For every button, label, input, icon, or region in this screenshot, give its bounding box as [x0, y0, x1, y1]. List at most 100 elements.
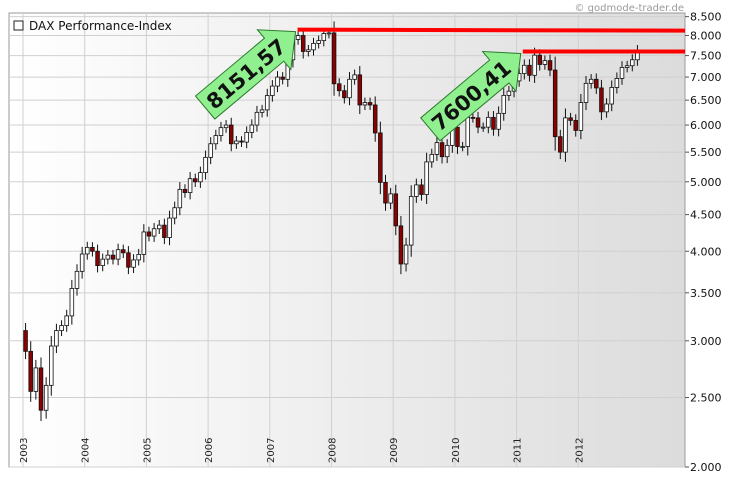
x-tick-label: 2010 [451, 438, 462, 463]
candle-up [136, 253, 141, 261]
candle-up [218, 127, 224, 137]
candle-up [306, 49, 311, 52]
candle-up [403, 244, 409, 265]
candle-down [573, 120, 578, 131]
candle-down [419, 184, 424, 195]
candlestick-series [23, 21, 640, 422]
candle-up [100, 258, 105, 266]
x-tick-label: 2009 [389, 438, 400, 463]
candle-down [146, 231, 152, 237]
candle-down [455, 126, 460, 147]
y-tick-label: 3.500 [690, 287, 722, 300]
candle-up [563, 117, 568, 153]
candle-up [311, 42, 316, 51]
candle-up [259, 109, 265, 113]
candle-up [115, 249, 121, 260]
candle-down [470, 116, 476, 119]
candle-down [594, 78, 599, 89]
candle-up [198, 172, 203, 183]
candle-down [28, 350, 33, 392]
candle-up [79, 253, 85, 272]
y-tick-label: 5.000 [690, 176, 722, 189]
candle-down [475, 117, 481, 128]
candle-up [604, 103, 609, 113]
candle-up [624, 65, 630, 68]
candle-up [59, 325, 64, 331]
candle-up [74, 270, 80, 289]
candle-down [90, 246, 95, 252]
y-tick-label: 7.500 [690, 50, 722, 63]
y-axis: 8.500 8.000 7.500 7.000 6.500 6.000 5.500 5.000… [685, 11, 722, 474]
candle-up [362, 102, 368, 106]
candle-up [275, 76, 280, 87]
candle-up [460, 146, 465, 148]
candle-up [578, 102, 584, 131]
plot-area [8, 12, 686, 468]
candle-down [95, 250, 100, 266]
y-tick-label: 7.000 [690, 71, 722, 84]
candle-down [331, 32, 337, 85]
y-tick-label: 6.000 [690, 119, 722, 132]
candle-down [162, 224, 167, 238]
candle-up [480, 126, 486, 129]
candle-up [249, 124, 255, 133]
candle-down [439, 142, 445, 158]
source-credit: © godmode-trader.de [575, 3, 685, 14]
candle-up [203, 156, 208, 174]
candle-up [347, 78, 352, 99]
candle-up [295, 35, 301, 40]
x-tick-label: 2007 [266, 438, 277, 463]
candle-up [630, 59, 635, 67]
candle-up [208, 143, 213, 158]
candle-up [64, 315, 69, 327]
candle-up [213, 135, 219, 145]
candle-down [527, 64, 532, 76]
chart-legend: DAX Performance-Index [13, 19, 172, 33]
candle-down [378, 132, 383, 183]
y-tick-label: 2.500 [690, 392, 722, 405]
candle-down [393, 193, 399, 227]
candle-up [264, 95, 270, 111]
candle-up [496, 112, 501, 130]
candle-down [558, 136, 563, 153]
candle-down [547, 60, 553, 71]
candle-up [141, 231, 147, 255]
x-tick-label: 2005 [142, 438, 153, 463]
candle-up [131, 259, 136, 268]
y-tick-label: 6.500 [690, 94, 722, 107]
candle-up [157, 224, 162, 230]
candle-down [491, 116, 496, 130]
x-tick-label: 2006 [204, 438, 215, 463]
candle-up [254, 111, 260, 126]
candle-down [372, 104, 378, 134]
candle-up [486, 116, 491, 128]
candle-up [388, 193, 393, 204]
candle-up [105, 254, 111, 260]
candle-up [234, 140, 239, 145]
y-tick-label: 2.000 [690, 461, 722, 474]
candle-up [465, 116, 471, 147]
candle-up [172, 207, 177, 219]
candle-up [429, 154, 435, 163]
candle-up [619, 67, 625, 79]
candle-up [316, 40, 321, 44]
x-tick-label: 2004 [81, 438, 92, 463]
arrow-shape [194, 29, 297, 120]
candle-down [280, 76, 285, 80]
candle-up [614, 78, 620, 88]
candle-up [522, 64, 527, 74]
candle-up [177, 188, 183, 209]
candle-up [244, 132, 249, 143]
candle-down [121, 249, 126, 254]
candle-up [434, 142, 440, 155]
y-tick-label: 4.500 [690, 209, 722, 222]
candle-down [599, 87, 604, 113]
candle-down [398, 225, 404, 265]
candle-down [336, 83, 342, 92]
candle-up [408, 196, 414, 246]
grid-lines [9, 13, 685, 468]
candle-up [321, 33, 327, 42]
candle-down [126, 252, 131, 268]
candle-down [228, 124, 234, 145]
